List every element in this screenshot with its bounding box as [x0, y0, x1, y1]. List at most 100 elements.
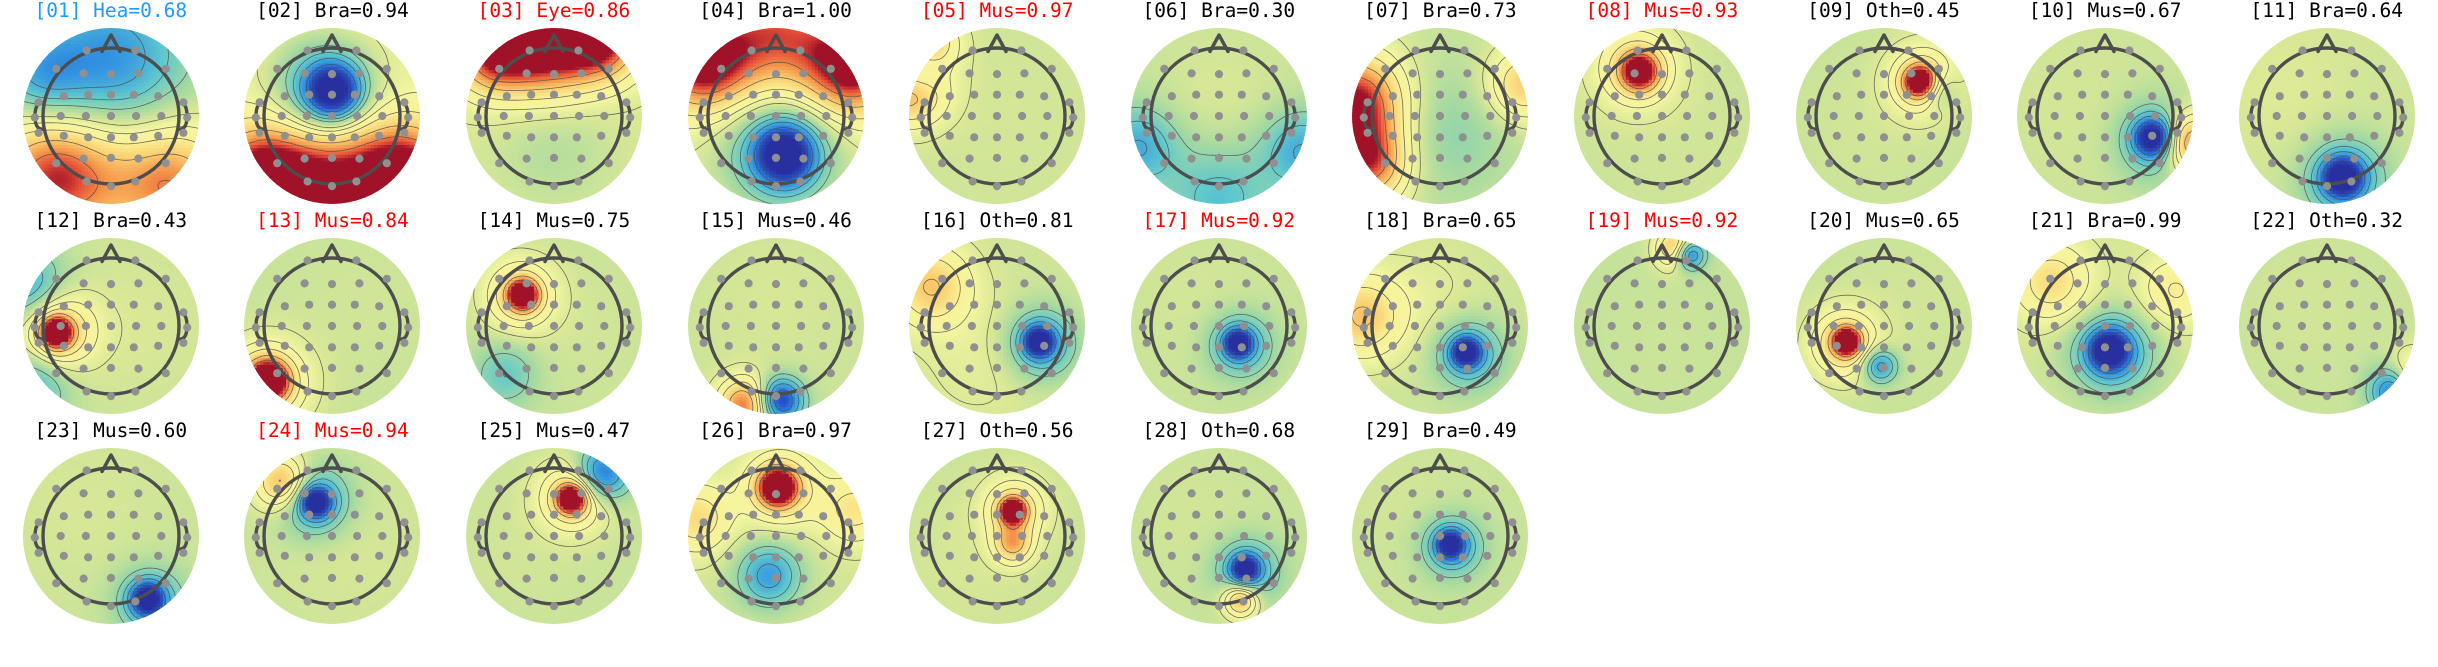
topomap-24[interactable] — [238, 442, 426, 630]
component-panel-28[interactable]: [28] Oth=0.68 — [1108, 420, 1330, 630]
topomap-wrapper-22[interactable] — [2233, 232, 2421, 420]
topomap-wrapper-05[interactable] — [903, 22, 1091, 210]
topomap-01[interactable] — [17, 22, 205, 210]
topomap-wrapper-04[interactable] — [682, 22, 870, 210]
topomap-22[interactable] — [2233, 232, 2421, 420]
component-panel-14[interactable]: [14] Mus=0.75 — [443, 210, 665, 420]
component-label-08[interactable]: [08] Mus=0.93 — [1586, 0, 1739, 24]
component-panel-21[interactable]: [21] Bra=0.99 — [1994, 210, 2216, 420]
component-panel-09[interactable]: [09] Oth=0.45 — [1773, 0, 1995, 210]
topomap-02[interactable] — [238, 22, 426, 210]
component-panel-01[interactable]: [01] Hea=0.68 — [0, 0, 222, 210]
component-label-16[interactable]: [16] Oth=0.81 — [921, 210, 1074, 234]
component-label-12[interactable]: [12] Bra=0.43 — [34, 210, 187, 234]
component-label-23[interactable]: [23] Mus=0.60 — [34, 420, 187, 444]
topomap-wrapper-15[interactable] — [682, 232, 870, 420]
topomap-wrapper-17[interactable] — [1125, 232, 1313, 420]
component-panel-07[interactable]: [07] Bra=0.73 — [1330, 0, 1552, 210]
component-panel-20[interactable]: [20] Mus=0.65 — [1773, 210, 1995, 420]
component-panel-13[interactable]: [13] Mus=0.84 — [222, 210, 444, 420]
topomap-wrapper-02[interactable] — [238, 22, 426, 210]
component-label-19[interactable]: [19] Mus=0.92 — [1586, 210, 1739, 234]
topomap-wrapper-16[interactable] — [903, 232, 1091, 420]
topomap-wrapper-03[interactable] — [460, 22, 648, 210]
component-panel-11[interactable]: [11] Bra=0.64 — [2216, 0, 2438, 210]
topomap-21[interactable] — [2011, 232, 2199, 420]
topomap-wrapper-07[interactable] — [1346, 22, 1534, 210]
topomap-26[interactable] — [682, 442, 870, 630]
component-label-09[interactable]: [09] Oth=0.45 — [1807, 0, 1960, 24]
component-panel-19[interactable]: [19] Mus=0.92 — [1551, 210, 1773, 420]
topomap-29[interactable] — [1346, 442, 1534, 630]
component-label-29[interactable]: [29] Bra=0.49 — [1364, 420, 1517, 444]
component-panel-06[interactable]: [06] Bra=0.30 — [1108, 0, 1330, 210]
component-label-13[interactable]: [13] Mus=0.84 — [256, 210, 409, 234]
component-label-18[interactable]: [18] Bra=0.65 — [1364, 210, 1517, 234]
component-panel-26[interactable]: [26] Bra=0.97 — [665, 420, 887, 630]
component-label-10[interactable]: [10] Mus=0.67 — [2029, 0, 2182, 24]
component-panel-27[interactable]: [27] Oth=0.56 — [886, 420, 1108, 630]
component-panel-05[interactable]: [05] Mus=0.97 — [886, 0, 1108, 210]
topomap-wrapper-13[interactable] — [238, 232, 426, 420]
component-panel-12[interactable]: [12] Bra=0.43 — [0, 210, 222, 420]
topomap-04[interactable] — [682, 22, 870, 210]
topomap-14[interactable] — [460, 232, 648, 420]
component-label-07[interactable]: [07] Bra=0.73 — [1364, 0, 1517, 24]
component-label-22[interactable]: [22] Oth=0.32 — [2250, 210, 2403, 234]
component-label-15[interactable]: [15] Mus=0.46 — [699, 210, 852, 234]
component-label-25[interactable]: [25] Mus=0.47 — [478, 420, 631, 444]
component-label-27[interactable]: [27] Oth=0.56 — [921, 420, 1074, 444]
component-panel-15[interactable]: [15] Mus=0.46 — [665, 210, 887, 420]
topomap-17[interactable] — [1125, 232, 1313, 420]
topomap-11[interactable] — [2233, 22, 2421, 210]
topomap-wrapper-18[interactable] — [1346, 232, 1534, 420]
topomap-27[interactable] — [903, 442, 1091, 630]
topomap-wrapper-23[interactable] — [17, 442, 205, 630]
component-panel-17[interactable]: [17] Mus=0.92 — [1108, 210, 1330, 420]
topomap-wrapper-09[interactable] — [1790, 22, 1978, 210]
component-label-11[interactable]: [11] Bra=0.64 — [2250, 0, 2403, 24]
topomap-10[interactable] — [2011, 22, 2199, 210]
topomap-wrapper-24[interactable] — [238, 442, 426, 630]
topomap-23[interactable] — [17, 442, 205, 630]
topomap-wrapper-25[interactable] — [460, 442, 648, 630]
component-label-28[interactable]: [28] Oth=0.68 — [1142, 420, 1295, 444]
topomap-wrapper-21[interactable] — [2011, 232, 2199, 420]
topomap-wrapper-10[interactable] — [2011, 22, 2199, 210]
component-label-17[interactable]: [17] Mus=0.92 — [1142, 210, 1295, 234]
component-panel-24[interactable]: [24] Mus=0.94 — [222, 420, 444, 630]
topomap-wrapper-28[interactable] — [1125, 442, 1313, 630]
component-label-14[interactable]: [14] Mus=0.75 — [478, 210, 631, 234]
topomap-05[interactable] — [903, 22, 1091, 210]
component-label-03[interactable]: [03] Eye=0.86 — [478, 0, 631, 24]
topomap-16[interactable] — [903, 232, 1091, 420]
topomap-wrapper-01[interactable] — [17, 22, 205, 210]
topomap-18[interactable] — [1346, 232, 1534, 420]
component-label-04[interactable]: [04] Bra=1.00 — [699, 0, 852, 24]
topomap-wrapper-20[interactable] — [1790, 232, 1978, 420]
topomap-03[interactable] — [460, 22, 648, 210]
component-label-26[interactable]: [26] Bra=0.97 — [699, 420, 852, 444]
component-label-01[interactable]: [01] Hea=0.68 — [34, 0, 187, 24]
topomap-15[interactable] — [682, 232, 870, 420]
topomap-13[interactable] — [238, 232, 426, 420]
topomap-25[interactable] — [460, 442, 648, 630]
topomap-19[interactable] — [1568, 232, 1756, 420]
topomap-28[interactable] — [1125, 442, 1313, 630]
component-panel-08[interactable]: [08] Mus=0.93 — [1551, 0, 1773, 210]
component-panel-03[interactable]: [03] Eye=0.86 — [443, 0, 665, 210]
topomap-20[interactable] — [1790, 232, 1978, 420]
topomap-07[interactable] — [1346, 22, 1534, 210]
component-panel-22[interactable]: [22] Oth=0.32 — [2216, 210, 2438, 420]
component-label-24[interactable]: [24] Mus=0.94 — [256, 420, 409, 444]
topomap-wrapper-14[interactable] — [460, 232, 648, 420]
topomap-wrapper-26[interactable] — [682, 442, 870, 630]
topomap-08[interactable] — [1568, 22, 1756, 210]
topomap-wrapper-19[interactable] — [1568, 232, 1756, 420]
component-panel-16[interactable]: [16] Oth=0.81 — [886, 210, 1108, 420]
topomap-06[interactable] — [1125, 22, 1313, 210]
topomap-wrapper-12[interactable] — [17, 232, 205, 420]
component-panel-23[interactable]: [23] Mus=0.60 — [0, 420, 222, 630]
component-panel-25[interactable]: [25] Mus=0.47 — [443, 420, 665, 630]
component-label-05[interactable]: [05] Mus=0.97 — [921, 0, 1074, 24]
